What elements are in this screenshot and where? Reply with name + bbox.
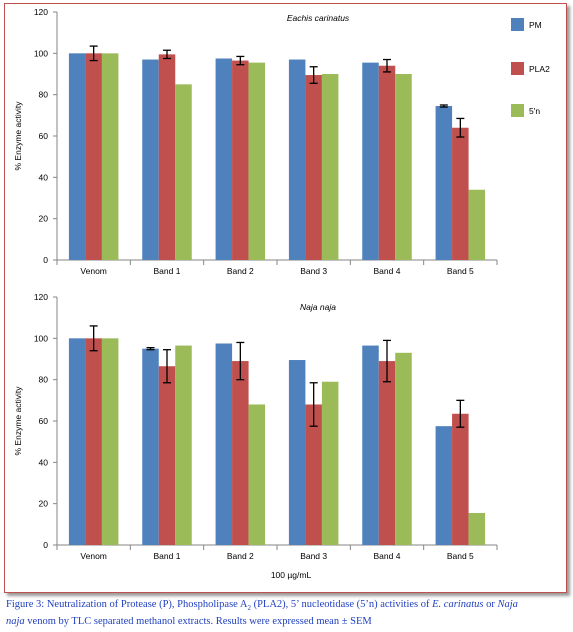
chart-eachis-carinatus: Eachis carinatus % Enzyme activity 0 20 40… [13,7,550,276]
bar-pm [142,348,159,545]
y-tick-label: 100 [34,48,48,58]
bar-pm [435,106,453,261]
x-tick-label: Venom [80,266,106,276]
bar-5n [101,53,119,261]
legend-swatch-pla2 [511,62,524,75]
caption-species: naja [6,616,25,628]
bar-pm [288,360,306,545]
x-tick-label: Band 2 [227,551,254,561]
y-axis-label: % Enzyme activity [13,101,23,171]
y-tick-label: 80 [39,90,49,100]
legend-label-pla2: PLA2 [529,64,550,74]
bar-pla2 [378,361,396,545]
bar-pla2 [232,361,249,545]
bar-pla2 [452,413,469,545]
bar-5n [395,74,412,260]
x-tick-label: Band 1 [154,551,181,561]
bar-pla2 [85,53,102,261]
bar-pm [215,343,233,545]
caption-text: Figure 3: Neutralization of Protease (P)… [6,599,248,610]
x-tick-label: Band 5 [447,266,474,276]
caption-text: (PLA2), 5’ nucleotidase (5’n) activities… [250,599,433,610]
y-tick-label: 120 [34,7,48,17]
x-axis-label: 100 µg/mL [271,570,312,580]
y-tick-label: 120 [34,292,48,302]
y-tick-label: 0 [43,255,48,265]
figure-caption: Figure 3: Neutralization of Protease (P)… [6,598,569,628]
y-tick-label: 20 [39,499,49,509]
legend-swatch-pm [511,18,524,31]
caption-subscript: 2 [247,604,251,613]
x-tick-label: Band 2 [227,266,254,276]
bar-pla2 [378,65,396,260]
bar-pm [215,58,233,260]
y-tick-label: 80 [39,375,49,385]
bar-5n [175,84,192,260]
bar-5n [248,404,266,545]
x-tick-label: Band 4 [374,551,401,561]
chart-title: Naja naja [300,302,336,312]
caption-species: Naja [497,599,518,610]
y-tick-label: 20 [39,214,49,224]
x-tick-label: Band 5 [447,551,474,561]
x-tick-label: Band 1 [154,266,181,276]
bar-pm [435,426,453,545]
x-tick-label: Band 3 [300,551,327,561]
bar-pm [288,59,306,261]
chart-naja-naja: Naja naja % Enzyme activity 100 µg/mL 0 2… [13,292,498,580]
y-tick-label: 60 [39,131,49,141]
legend: PM PLA2 5'n [511,18,550,117]
bar-5n [101,338,119,545]
bar-pla2 [305,404,322,545]
bar-5n [395,352,412,545]
chart-title: Eachis carinatus [287,13,350,23]
bar-pla2 [452,127,469,260]
bar-pla2 [85,338,102,545]
x-tick-label: Band 3 [300,266,327,276]
bar-pla2 [158,54,176,260]
y-tick-label: 0 [43,540,48,550]
bar-pla2 [305,75,322,261]
y-tick-label: 100 [34,333,48,343]
bar-pm [362,345,379,545]
legend-label-pm: PM [529,20,542,30]
bar-pm [68,338,86,545]
y-axis-label: % Enzyme activity [13,386,23,456]
caption-species: E. carinatus [432,599,484,610]
bar-pla2 [158,366,176,545]
y-tick-label: 40 [39,457,49,467]
x-tick-label: Venom [80,551,106,561]
bar-5n [248,62,266,261]
y-tick-label: 60 [39,416,49,426]
bar-pla2 [232,60,249,260]
caption-text: venom by TLC separated methanol extracts… [24,616,372,628]
bar-5n [468,189,486,260]
caption-text: or [483,599,498,610]
bar-pm [362,62,379,261]
bar-5n [468,512,486,545]
y-tick-label: 40 [39,172,49,182]
bar-5n [321,381,339,545]
x-tick-label: Band 4 [374,266,401,276]
legend-swatch-5n [511,104,524,117]
bar-5n [175,345,192,545]
legend-label-5n: 5'n [529,106,540,116]
bar-pm [142,59,159,261]
bar-5n [321,74,339,260]
bar-pm [68,53,86,261]
